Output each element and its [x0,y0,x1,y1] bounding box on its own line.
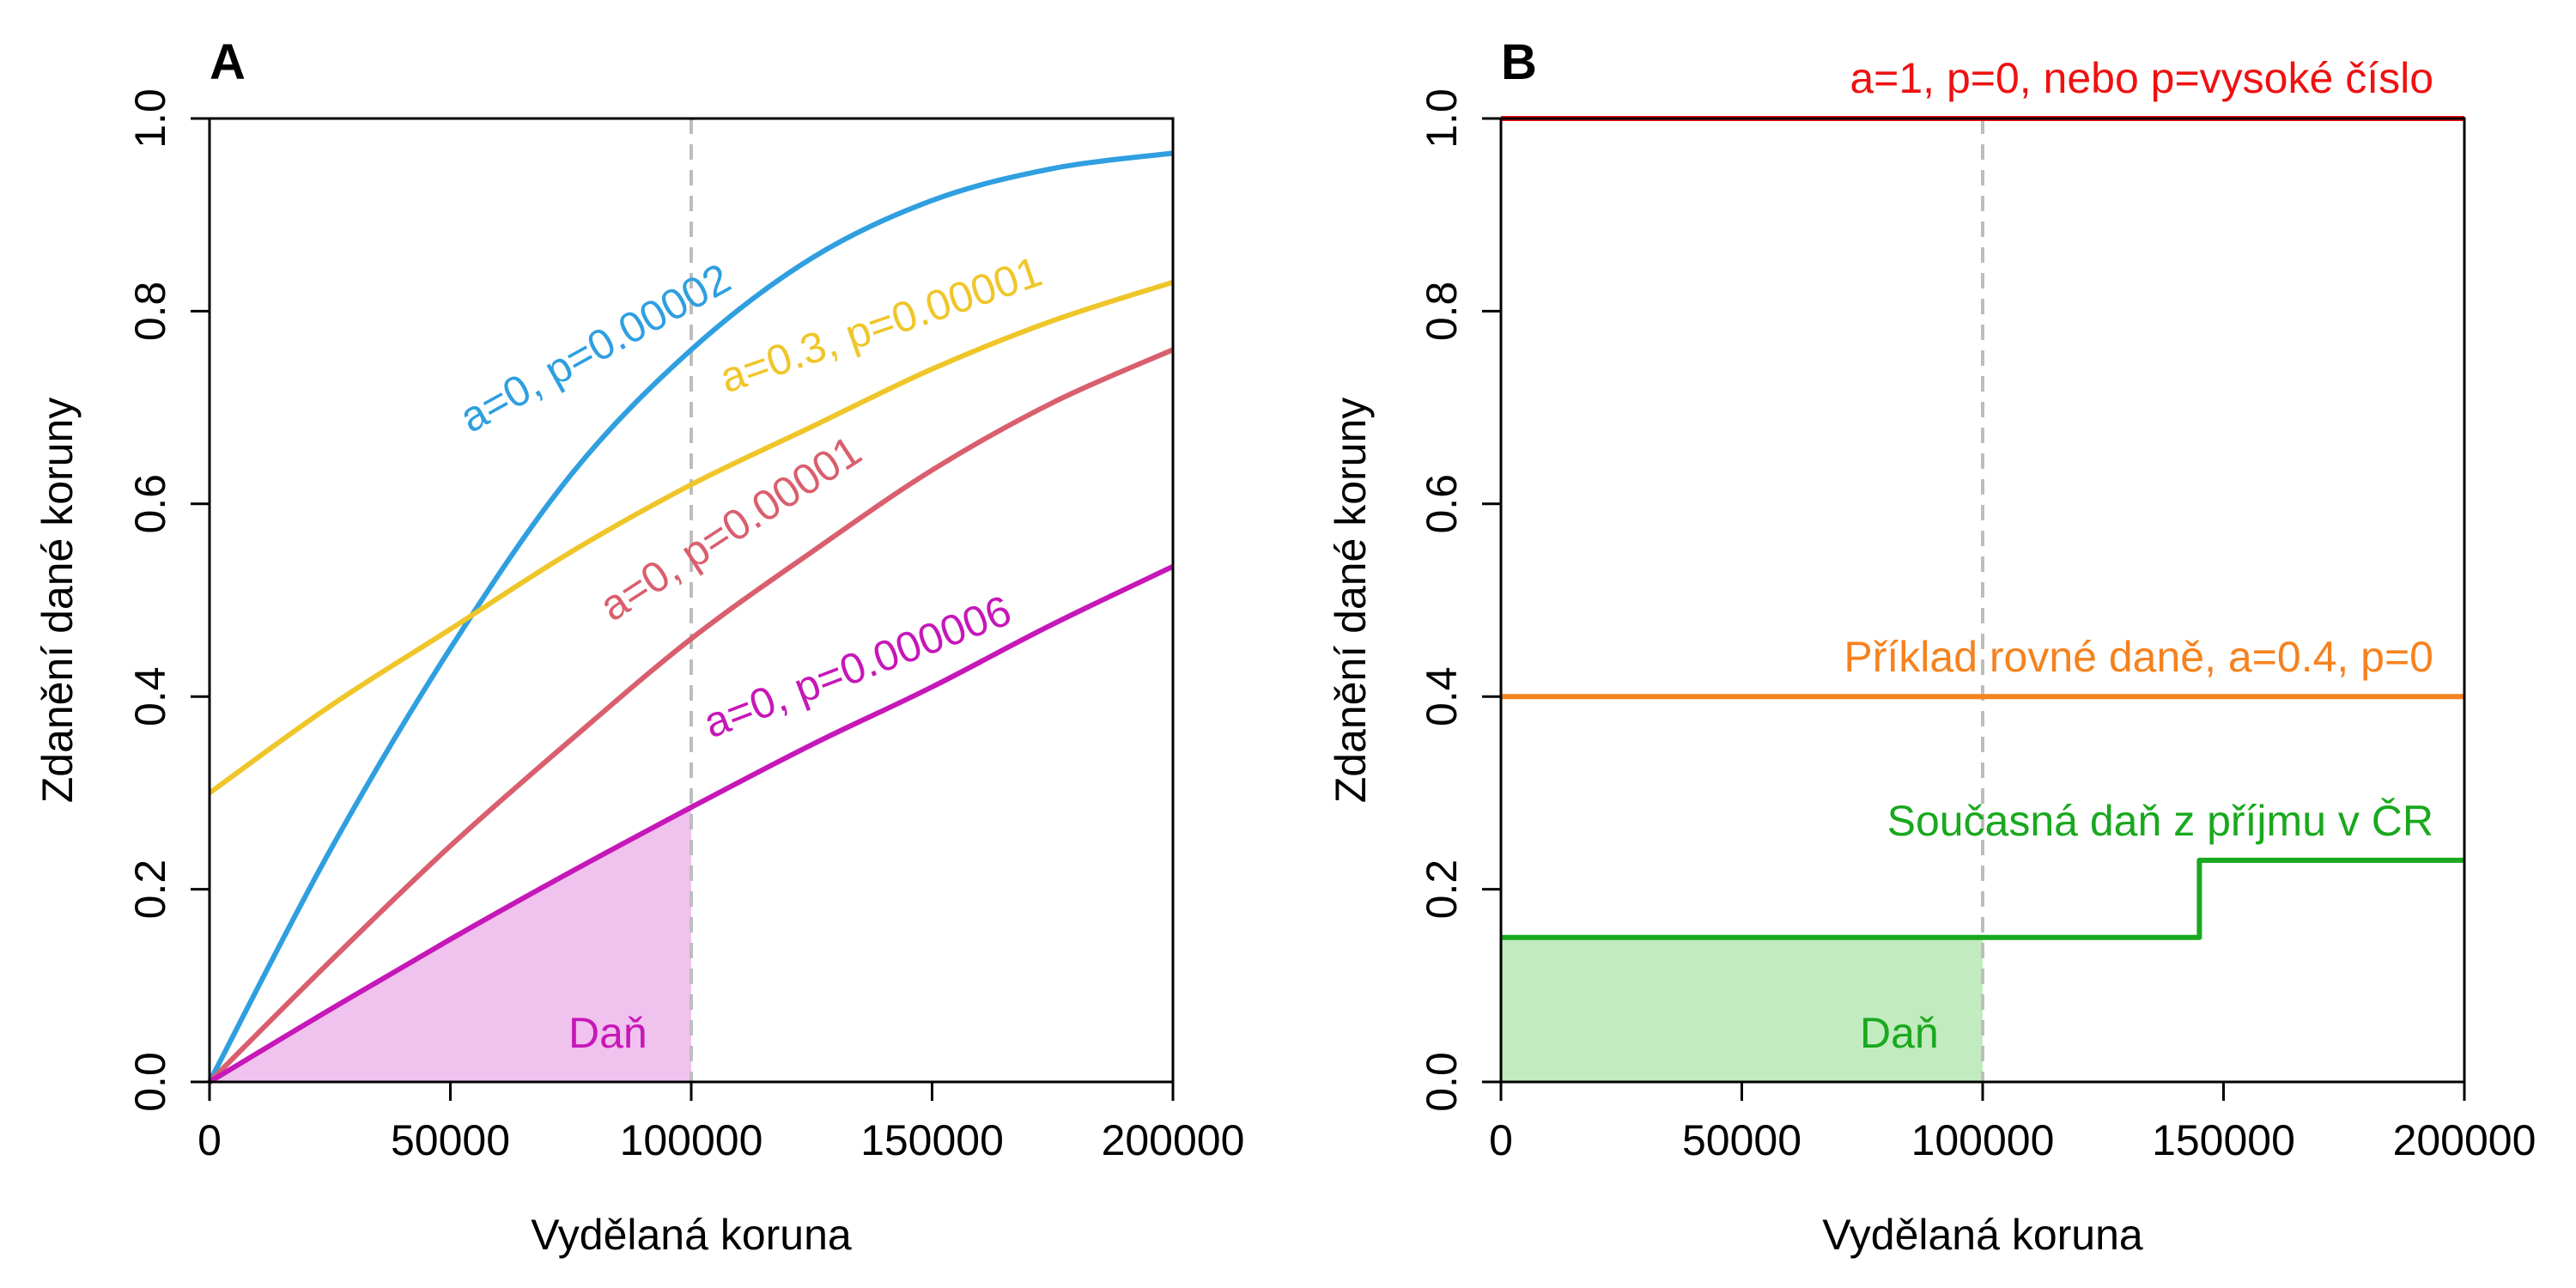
y-tick-label: 0.8 [1418,282,1466,342]
series-label: Současná daň z příjmu v ČR [1887,797,2433,845]
x-axis-title: Vydělaná koruna [1822,1211,2143,1259]
x-tick-label: 0 [197,1116,222,1164]
x-axis-title: Vydělaná koruna [531,1211,852,1259]
shaded-area-label: Daň [1860,1009,1939,1057]
series-line [208,279,1174,795]
y-tick-label: 0.0 [1418,1052,1466,1112]
x-tick-label: 50000 [391,1116,510,1164]
y-tick-label: 0.0 [126,1052,174,1112]
shaded-area-label: Daň [568,1009,647,1057]
y-tick-label: 1.0 [126,88,174,149]
y-tick-label: 0.8 [126,282,174,342]
y-axis-title: Zdanění dané koruny [1327,398,1375,804]
series-label: a=1, p=0, nebo p=vysoké číslo [1850,54,2433,102]
shaded-area [210,807,691,1082]
y-tick-label: 0.2 [1418,860,1466,920]
series-line [207,347,1175,1084]
series-label: Příklad rovné daně, a=0.4, p=0 [1844,633,2433,681]
x-tick-label: 50000 [1682,1116,1801,1164]
x-tick-label: 0 [1489,1116,1513,1164]
x-tick-label: 150000 [2152,1116,2295,1164]
x-tick-label: 200000 [2393,1116,2537,1164]
y-axis-title: Zdanění dané koruny [33,398,82,804]
y-tick-label: 0.4 [1418,666,1466,726]
y-tick-label: 0.6 [1418,474,1466,534]
y-tick-label: 0.6 [126,474,174,534]
x-tick-label: 100000 [620,1116,763,1164]
series-line [207,150,1174,1084]
y-tick-label: 1.0 [1418,88,1466,149]
shaded-area [1501,937,1983,1082]
x-tick-label: 200000 [1102,1116,1245,1164]
x-tick-label: 150000 [860,1116,1004,1164]
y-tick-label: 0.4 [126,666,174,726]
series-line [208,563,1175,1084]
panel-b: 0 50000 100000 150000 200000 0.0 0.2 0.4 0.6 0.8… [1327,34,2536,1259]
panel-label: B [1501,34,1537,90]
x-tick-label: 100000 [1911,1116,2055,1164]
panel-label: A [210,34,246,90]
series-line [1501,857,2464,940]
y-tick-label: 0.2 [126,860,174,920]
